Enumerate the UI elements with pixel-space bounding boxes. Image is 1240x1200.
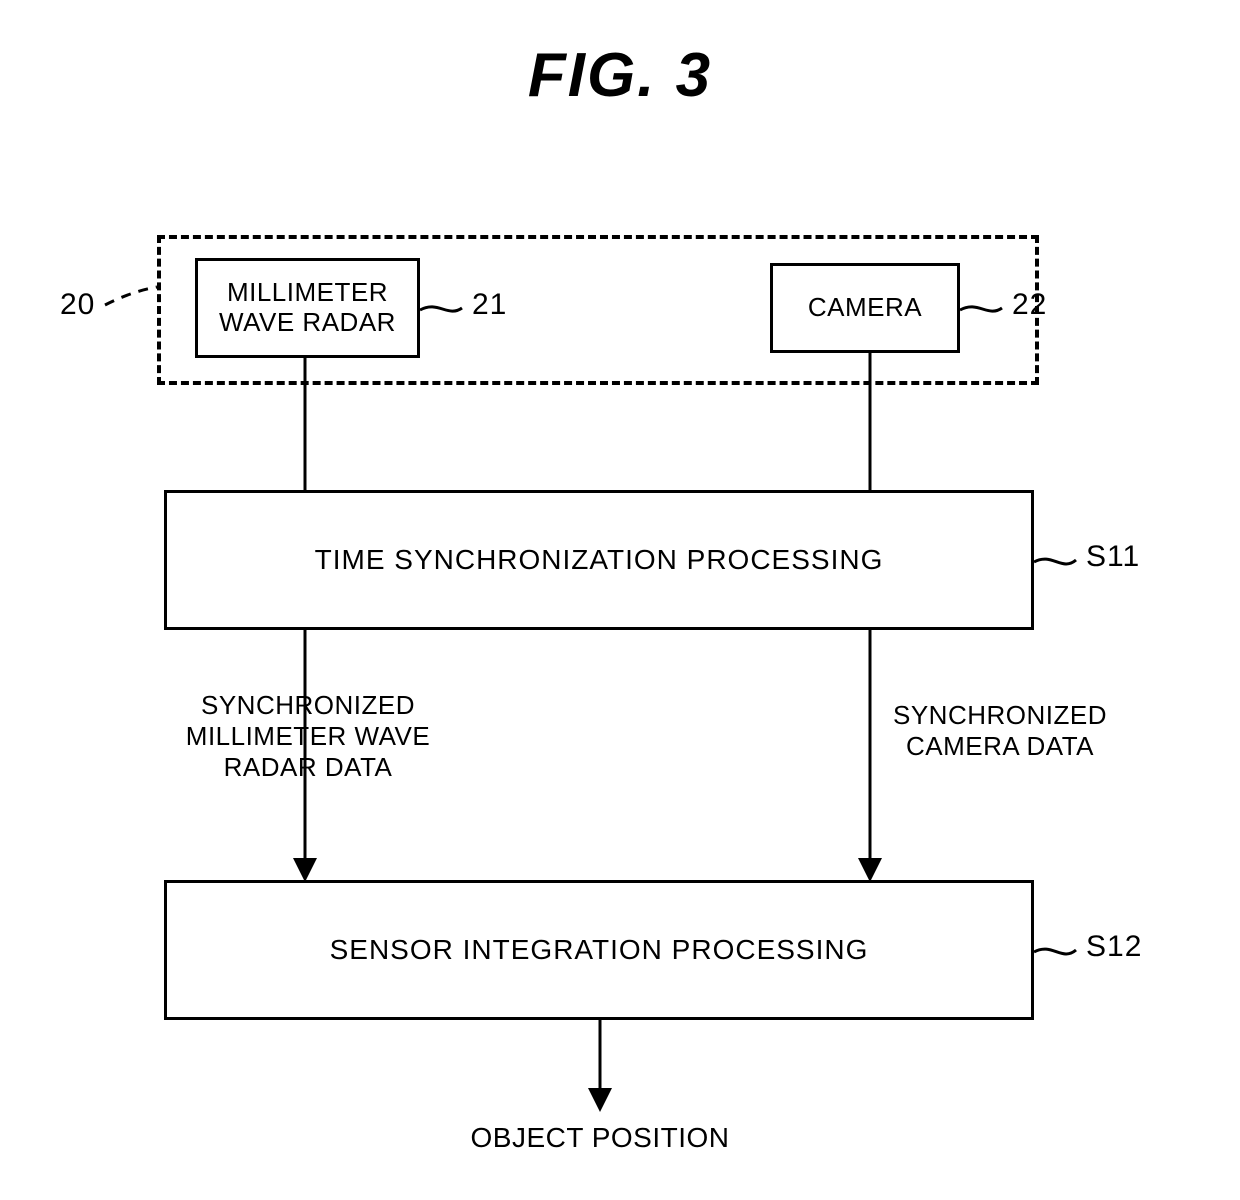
edge-label-sync-camera-data: SYNCHRONIZEDCAMERA DATA xyxy=(880,700,1120,762)
node-sync-label: TIME SYNCHRONIZATION PROCESSING xyxy=(315,544,884,576)
node-radar-label: MILLIMETERWAVE RADAR xyxy=(219,278,396,338)
leader-to-s11 xyxy=(1034,559,1076,564)
ref-s12: S12 xyxy=(1086,930,1142,964)
node-camera: CAMERA xyxy=(770,263,960,353)
node-sensor-integration-processing: SENSOR INTEGRATION PROCESSING xyxy=(164,880,1034,1020)
leader-to-20 xyxy=(105,287,157,305)
ref-s11: S11 xyxy=(1086,540,1140,574)
output-object-position: OBJECT POSITION xyxy=(460,1122,740,1154)
node-camera-label: CAMERA xyxy=(808,293,922,323)
ref-20: 20 xyxy=(60,288,95,322)
ref-22: 22 xyxy=(1012,288,1047,322)
leader-to-s12 xyxy=(1034,949,1076,954)
node-millimeter-wave-radar: MILLIMETERWAVE RADAR xyxy=(195,258,420,358)
node-integ-label: SENSOR INTEGRATION PROCESSING xyxy=(330,934,869,966)
ref-21: 21 xyxy=(472,288,507,322)
edge-label-sync-radar-data: SYNCHRONIZEDMILLIMETER WAVERADAR DATA xyxy=(168,690,448,784)
node-time-sync-processing: TIME SYNCHRONIZATION PROCESSING xyxy=(164,490,1034,630)
figure-title: FIG. 3 xyxy=(0,40,1240,111)
